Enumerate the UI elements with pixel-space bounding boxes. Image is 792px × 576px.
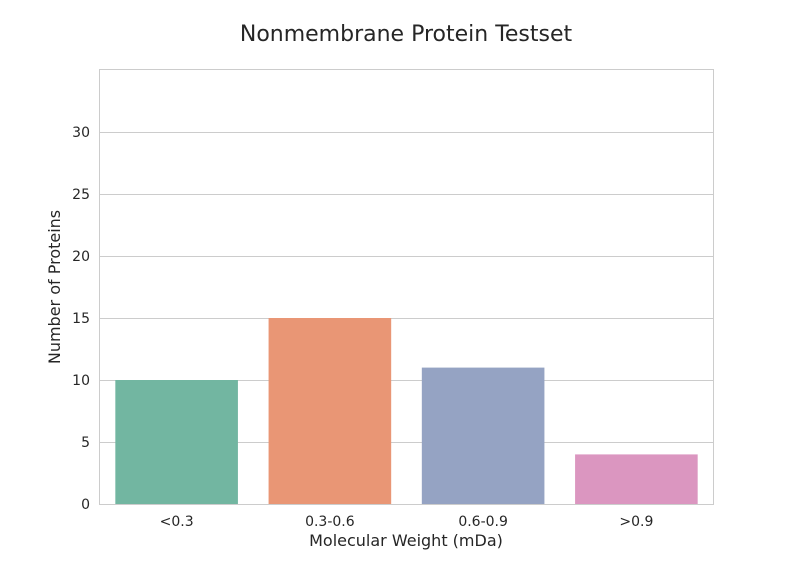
plot-frame: [99, 69, 714, 505]
bar: [421, 367, 545, 504]
x-tick-label: 0.6-0.9: [458, 514, 508, 530]
x-tick-label: 0.3-0.6: [305, 514, 355, 530]
y-tick-label: 10: [72, 373, 90, 389]
y-tick-label: 0: [81, 497, 90, 513]
bar: [575, 454, 698, 504]
x-tick-label: <0.3: [160, 514, 194, 530]
bar: [268, 318, 392, 504]
x-axis-label: Molecular Weight (mDa): [309, 531, 503, 550]
y-tick-label: 5: [81, 435, 90, 451]
y-tick-label: 20: [72, 249, 90, 265]
x-tick-labels: <0.3 0.3-0.6 0.6-0.9 >0.9: [160, 514, 654, 530]
chart-title: Nonmembrane Protein Testset: [240, 22, 573, 47]
y-tick-label: 15: [72, 311, 90, 327]
y-tick-label: 25: [72, 187, 90, 203]
y-tick-label: 30: [72, 125, 90, 141]
y-axis-label: Number of Proteins: [45, 210, 64, 364]
y-tick-labels: 0 5 10 15 20 25 30: [72, 125, 90, 513]
bar: [115, 380, 238, 504]
bars: [115, 318, 698, 504]
x-tick-label: >0.9: [619, 514, 653, 530]
